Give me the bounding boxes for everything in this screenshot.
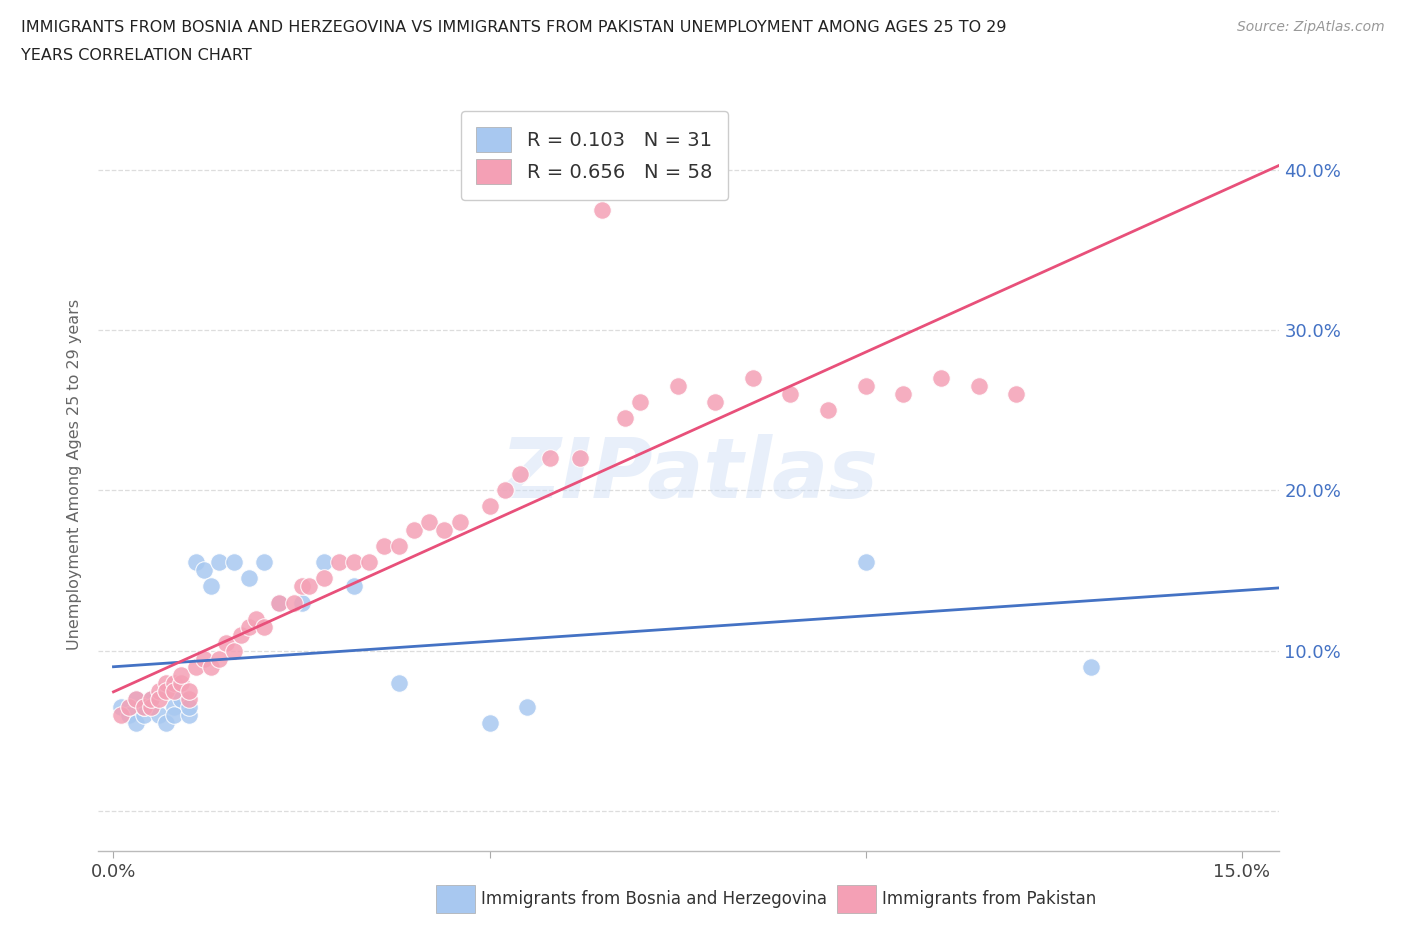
Point [478,498,501,513]
Point [215,635,238,650]
Point [170,691,193,706]
Point [200,579,222,594]
Point [177,699,200,714]
Text: ZIPatlas: ZIPatlas [501,433,877,515]
Point [186,555,208,570]
Point [253,619,276,634]
Point [208,651,231,666]
Point [516,699,538,714]
Point [855,555,877,570]
Point [163,675,186,690]
Point [388,675,411,690]
Text: Immigrants from Pakistan: Immigrants from Pakistan [882,890,1095,909]
Point [139,699,162,714]
Point [779,387,801,402]
Point [155,675,177,690]
Point [283,595,305,610]
Point [449,515,471,530]
Point [359,555,381,570]
Point [290,595,312,610]
Point [817,403,839,418]
Point [139,691,162,706]
Point [568,451,591,466]
Point [155,684,177,698]
Point [891,387,914,402]
Point [193,563,215,578]
Point [1080,659,1102,674]
Point [591,203,613,218]
Point [628,394,651,409]
Point [125,691,148,706]
Point [1005,387,1028,402]
Point [186,659,208,674]
Point [117,708,139,723]
Point [177,691,200,706]
Point [741,371,763,386]
Y-axis label: Unemployment Among Ages 25 to 29 years: Unemployment Among Ages 25 to 29 years [67,299,83,650]
Point [163,708,186,723]
Point [238,571,260,586]
Point [314,555,336,570]
Point [704,394,727,409]
Point [148,684,170,698]
Point [418,515,440,530]
Point [110,699,132,714]
Point [177,708,200,723]
Point [967,379,990,393]
Point [404,523,426,538]
Point [132,699,155,714]
Point [170,675,193,690]
Point [245,611,267,626]
Point [125,691,148,706]
Point [267,595,290,610]
Point [314,571,336,586]
Point [155,715,177,730]
Text: YEARS CORRELATION CHART: YEARS CORRELATION CHART [21,48,252,63]
Point [494,483,516,498]
Legend: R = 0.103   N = 31, R = 0.656   N = 58: R = 0.103 N = 31, R = 0.656 N = 58 [461,112,728,200]
Point [373,539,395,554]
Point [343,555,366,570]
Point [433,523,456,538]
Point [132,708,155,723]
Point [110,708,132,723]
Point [231,627,253,642]
Point [478,715,501,730]
Point [298,579,321,594]
Point [222,644,245,658]
Point [388,539,411,554]
Point [177,684,200,698]
Point [139,691,162,706]
Point [222,555,245,570]
Point [267,595,290,610]
Text: Immigrants from Bosnia and Herzegovina: Immigrants from Bosnia and Herzegovina [481,890,827,909]
Point [163,699,186,714]
Point [193,651,215,666]
Point [855,379,877,393]
Point [290,579,312,594]
Point [200,659,222,674]
Point [208,555,231,570]
Point [253,555,276,570]
Point [170,667,193,682]
Point [238,619,260,634]
Point [132,699,155,714]
Point [148,691,170,706]
Text: IMMIGRANTS FROM BOSNIA AND HERZEGOVINA VS IMMIGRANTS FROM PAKISTAN UNEMPLOYMENT : IMMIGRANTS FROM BOSNIA AND HERZEGOVINA V… [21,20,1007,35]
Point [343,579,366,594]
Point [117,699,139,714]
Point [163,684,186,698]
Point [538,451,561,466]
Point [929,371,952,386]
Text: Source: ZipAtlas.com: Source: ZipAtlas.com [1237,20,1385,34]
Point [125,715,148,730]
Point [139,699,162,714]
Point [509,467,531,482]
Point [666,379,689,393]
Point [328,555,350,570]
Point [614,411,637,426]
Point [148,708,170,723]
